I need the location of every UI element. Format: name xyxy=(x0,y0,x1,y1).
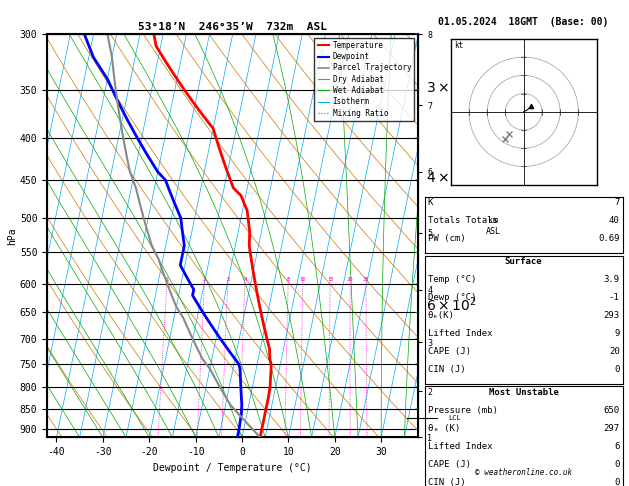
X-axis label: Dewpoint / Temperature (°C): Dewpoint / Temperature (°C) xyxy=(153,463,312,473)
Y-axis label: km
ASL: km ASL xyxy=(486,216,501,236)
Text: -: - xyxy=(413,30,418,38)
Text: θₑ (K): θₑ (K) xyxy=(428,424,460,433)
Text: CAPE (J): CAPE (J) xyxy=(428,347,470,356)
Text: -: - xyxy=(413,213,418,223)
Text: 01.05.2024  18GMT  (Base: 00): 01.05.2024 18GMT (Base: 00) xyxy=(438,17,608,27)
Text: PW (cm): PW (cm) xyxy=(428,234,465,243)
Text: 3: 3 xyxy=(226,277,230,282)
Text: -: - xyxy=(413,359,418,368)
Text: -: - xyxy=(413,133,418,142)
Text: -: - xyxy=(413,425,418,434)
Text: -: - xyxy=(413,85,418,94)
Text: -: - xyxy=(413,175,418,185)
Text: -: - xyxy=(413,248,418,257)
Text: 2: 2 xyxy=(203,277,206,282)
Text: kt: kt xyxy=(454,41,464,50)
Text: K: K xyxy=(428,198,433,208)
Text: Surface: Surface xyxy=(505,257,542,266)
Text: 15: 15 xyxy=(327,277,333,282)
Text: 0: 0 xyxy=(614,460,620,469)
Text: Most Unstable: Most Unstable xyxy=(489,388,559,397)
Text: 6: 6 xyxy=(614,442,620,451)
Text: Temp (°C): Temp (°C) xyxy=(428,275,476,284)
Text: Totals Totals: Totals Totals xyxy=(428,216,498,226)
Text: θₑ(K): θₑ(K) xyxy=(428,311,455,320)
Y-axis label: hPa: hPa xyxy=(7,227,17,244)
Text: CIN (J): CIN (J) xyxy=(428,478,465,486)
Text: -: - xyxy=(413,279,418,288)
Text: Dewp (°C): Dewp (°C) xyxy=(428,293,476,302)
Text: 40: 40 xyxy=(609,216,620,226)
Text: -: - xyxy=(413,308,418,317)
Text: Pressure (mb): Pressure (mb) xyxy=(428,406,498,415)
Text: -: - xyxy=(413,404,418,414)
Text: 25: 25 xyxy=(363,277,369,282)
Text: 4: 4 xyxy=(243,277,247,282)
Text: -1: -1 xyxy=(609,293,620,302)
Text: 7: 7 xyxy=(614,198,620,208)
Text: 8: 8 xyxy=(287,277,290,282)
Text: 20: 20 xyxy=(347,277,353,282)
Text: -: - xyxy=(413,382,418,392)
Legend: Temperature, Dewpoint, Parcel Trajectory, Dry Adiabat, Wet Adiabat, Isotherm, Mi: Temperature, Dewpoint, Parcel Trajectory… xyxy=(314,38,415,121)
Text: 1: 1 xyxy=(165,277,169,282)
Text: 0.69: 0.69 xyxy=(598,234,620,243)
Title: 53°18’N  246°35’W  732m  ASL: 53°18’N 246°35’W 732m ASL xyxy=(138,22,327,32)
Text: 20: 20 xyxy=(609,347,620,356)
Text: 10: 10 xyxy=(299,277,306,282)
Text: LCL: LCL xyxy=(448,415,460,421)
Text: Lifted Index: Lifted Index xyxy=(428,442,493,451)
Text: -: - xyxy=(413,334,418,344)
Text: CIN (J): CIN (J) xyxy=(428,365,465,374)
Text: 293: 293 xyxy=(603,311,620,320)
Text: 3.9: 3.9 xyxy=(603,275,620,284)
Text: © weatheronline.co.uk: © weatheronline.co.uk xyxy=(475,468,572,477)
Text: 650: 650 xyxy=(603,406,620,415)
Text: 0: 0 xyxy=(614,478,620,486)
Text: 297: 297 xyxy=(603,424,620,433)
Text: 9: 9 xyxy=(614,329,620,338)
Text: CAPE (J): CAPE (J) xyxy=(428,460,470,469)
Text: Lifted Index: Lifted Index xyxy=(428,329,493,338)
Text: 0: 0 xyxy=(614,365,620,374)
